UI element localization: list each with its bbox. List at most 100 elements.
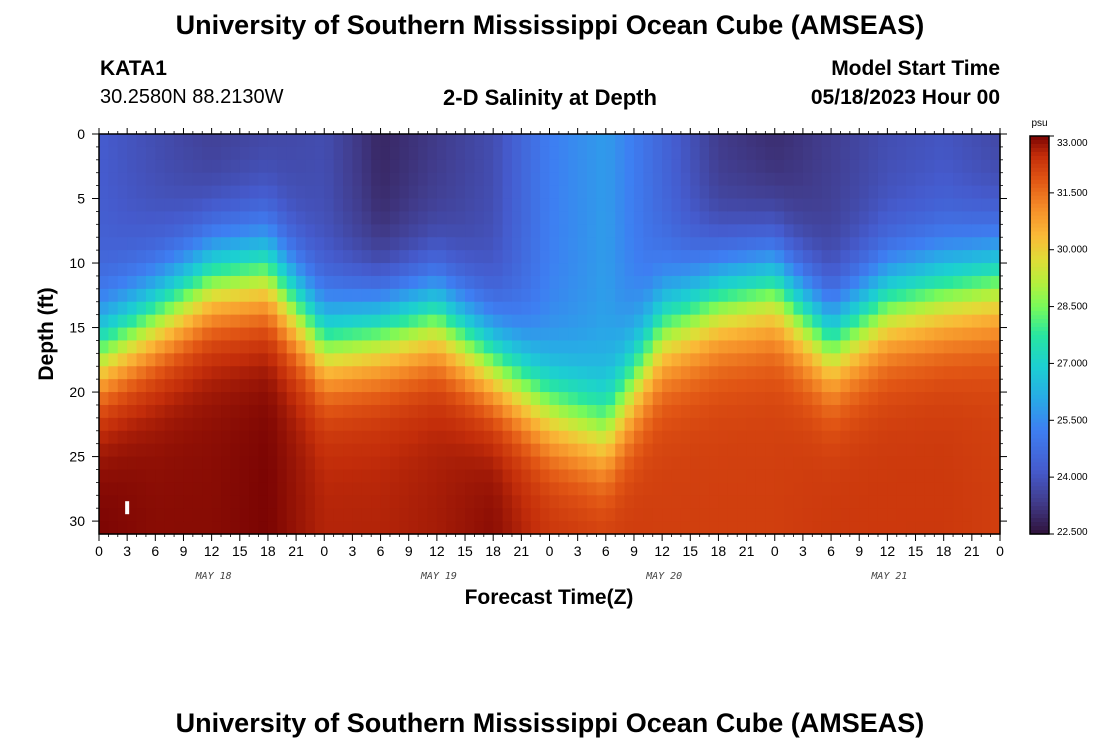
- heatmap-cell: [455, 134, 466, 148]
- heatmap-cell: [840, 288, 851, 303]
- heatmap-cell: [652, 237, 663, 251]
- heatmap-cell: [296, 417, 307, 432]
- heatmap-cell: [277, 379, 288, 393]
- heatmap-cell: [662, 521, 673, 535]
- heatmap-cell: [427, 482, 438, 496]
- heatmap-cell: [877, 417, 888, 432]
- heatmap-cell: [859, 456, 870, 471]
- heatmap-cell: [652, 134, 663, 148]
- heatmap-cell: [709, 275, 720, 290]
- heatmap-cell: [887, 379, 898, 393]
- heatmap-cell: [812, 443, 823, 458]
- heatmap-cell: [155, 353, 166, 367]
- heatmap-cell: [408, 417, 419, 432]
- heatmap-cell: [962, 314, 973, 329]
- heatmap-cell: [361, 224, 372, 238]
- heatmap-cell: [502, 211, 513, 225]
- heatmap-cell: [990, 417, 1001, 432]
- heatmap-cell: [755, 392, 766, 406]
- colorbar-segment: [1030, 279, 1049, 284]
- x-tick-label: 12: [654, 543, 670, 559]
- heatmap-cell: [680, 224, 691, 238]
- heatmap-cell: [737, 250, 748, 264]
- heatmap-cell: [793, 185, 804, 200]
- heatmap-cell: [230, 159, 241, 174]
- heatmap-cell: [192, 404, 203, 419]
- heatmap-cell: [183, 224, 194, 238]
- heatmap-cell: [924, 288, 935, 303]
- heatmap-cell: [793, 146, 804, 161]
- heatmap-cell: [455, 301, 466, 316]
- colorbar-frame: [1029, 135, 1050, 535]
- heatmap-cell: [568, 146, 579, 161]
- heatmap-cell: [465, 185, 476, 200]
- heatmap-cell: [99, 159, 109, 174]
- heatmap-cell: [174, 250, 185, 264]
- heatmap-cell: [343, 134, 354, 148]
- heatmap-cell: [258, 392, 269, 406]
- heatmap-cell: [399, 275, 410, 290]
- heatmap-cell: [418, 185, 429, 200]
- heatmap-cell: [784, 185, 795, 200]
- heatmap-cell: [652, 417, 663, 432]
- heatmap-cell: [174, 482, 185, 496]
- heatmap-cell: [690, 469, 701, 483]
- heatmap-cell: [943, 417, 954, 432]
- heatmap-cell: [962, 237, 973, 251]
- colorbar-segment: [1030, 251, 1049, 256]
- heatmap-cell: [896, 430, 907, 445]
- heatmap-cell: [389, 521, 400, 535]
- heatmap-cell: [840, 314, 851, 329]
- heatmap-cell: [389, 185, 400, 200]
- heatmap-cell: [953, 185, 964, 200]
- heatmap-cell: [887, 482, 898, 496]
- heatmap-cell: [455, 211, 466, 225]
- heatmap-cell: [990, 482, 1001, 496]
- heatmap-cell: [709, 508, 720, 522]
- heatmap-cell: [99, 482, 109, 496]
- heatmap-cell: [305, 198, 316, 213]
- heatmap-cell: [540, 521, 551, 535]
- heatmap-cell: [511, 379, 522, 393]
- heatmap-cell: [981, 340, 992, 354]
- heatmap-cell: [633, 327, 644, 342]
- heatmap-cell: [596, 417, 607, 432]
- heatmap-cell: [540, 508, 551, 522]
- heatmap-cell: [906, 482, 917, 496]
- heatmap-cell: [831, 263, 842, 277]
- heatmap-cell: [145, 456, 156, 471]
- heatmap-cell: [408, 263, 419, 277]
- heatmap-cell: [221, 185, 231, 200]
- heatmap-cell: [145, 521, 156, 535]
- heatmap-cell: [211, 469, 222, 483]
- heatmap-cell: [906, 392, 917, 406]
- heatmap-cell: [784, 430, 795, 445]
- heatmap-cell: [211, 301, 222, 316]
- heatmap-cell: [305, 366, 316, 380]
- heatmap-cell: [483, 340, 494, 354]
- heatmap-cell: [737, 443, 748, 458]
- heatmap-cell: [399, 379, 410, 393]
- heatmap-cell: [971, 250, 982, 264]
- heatmap-cell: [174, 392, 185, 406]
- heatmap-cell: [436, 134, 447, 148]
- heatmap-cell: [831, 301, 842, 316]
- heatmap-cell: [671, 250, 682, 264]
- heatmap-cell: [652, 379, 663, 393]
- heatmap-cell: [164, 185, 175, 200]
- heatmap-cell: [587, 353, 598, 367]
- heatmap-cell: [436, 417, 447, 432]
- heatmap-cell: [211, 211, 222, 225]
- heatmap-cell: [324, 327, 335, 342]
- heatmap-cell: [549, 379, 560, 393]
- heatmap-cell: [418, 314, 429, 329]
- heatmap-cell: [324, 456, 335, 471]
- heatmap-cell: [540, 237, 551, 251]
- heatmap-cell: [981, 443, 992, 458]
- heatmap-cell: [296, 430, 307, 445]
- heatmap-cell: [718, 456, 729, 471]
- heatmap-cell: [877, 250, 888, 264]
- heatmap-cell: [549, 185, 560, 200]
- heatmap-cell: [953, 495, 964, 509]
- heatmap-cell: [934, 172, 945, 187]
